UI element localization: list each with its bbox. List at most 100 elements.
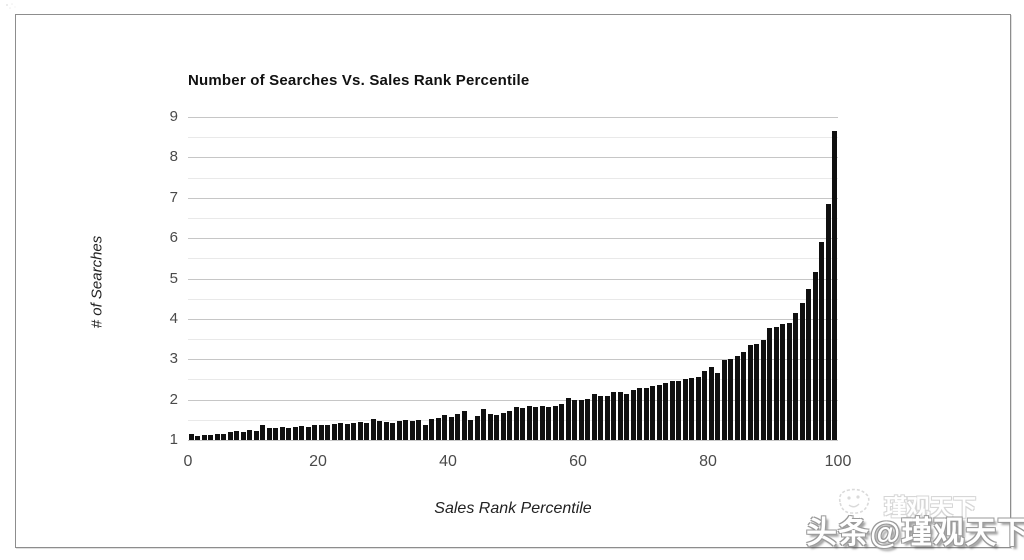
watermark-ghost-text: 瑾观天下 [884,494,976,520]
bar [390,422,396,440]
bar [689,378,695,440]
y-tick-label: 8 [169,148,178,166]
bar [565,397,571,440]
gridline-minor [188,177,838,179]
bar [260,425,266,440]
bar [351,422,357,440]
bar [559,403,565,440]
gridline-minor [188,137,838,139]
bar [734,356,740,440]
gridline-major [188,440,838,441]
bar [312,425,318,440]
y-tick-label: 9 [169,108,178,125]
bar [227,431,233,440]
x-tick-label: 80 [699,453,717,470]
chart-frame-border [15,14,1011,548]
bar [604,395,610,440]
bar [552,405,558,440]
bar [429,418,435,440]
bar [786,322,792,440]
bar [377,420,383,440]
bar [370,418,376,440]
bar [708,367,714,440]
bar [455,413,461,440]
bar [669,381,675,440]
watermark-text: 头条@瑾观天下 [806,515,1024,550]
gridline-major [188,318,838,320]
bar [273,427,279,440]
y-tick-label: 5 [169,269,178,287]
gridline-major [188,399,838,401]
bar [279,427,285,440]
bar [195,435,201,440]
bar [695,377,701,440]
bar [448,416,454,440]
bar [435,417,441,440]
bar [767,328,773,440]
bar [507,410,513,440]
gridline-major [188,117,838,118]
bar [728,359,734,440]
bar [253,430,259,440]
bar [442,414,448,440]
bar [234,431,240,440]
x-tick-label: 60 [569,453,587,470]
bar [487,413,493,440]
bar [682,379,688,440]
x-tick-label: 0 [183,453,193,470]
bar [585,398,591,440]
bar [539,405,545,440]
bar [318,424,324,440]
y-tick-label: 6 [169,229,178,247]
bar [299,425,305,440]
gridline-minor [188,339,838,341]
bar [526,405,532,440]
bar [396,420,402,440]
bar [754,344,760,440]
bar [188,433,194,440]
bar [650,385,656,440]
bar [461,410,467,440]
bar [208,434,214,440]
y-tick-label: 4 [169,309,178,327]
bar [338,423,344,440]
bar [578,400,584,440]
bar [422,425,428,440]
y-tick-label: 2 [169,390,178,408]
gridline-minor [188,379,838,381]
bar [624,393,630,440]
bar [715,372,721,440]
bar [494,414,500,440]
gridline-major [188,157,838,159]
bar [331,423,337,440]
plot-area [188,117,838,441]
bar [663,383,669,440]
bar [201,435,207,440]
bar [702,370,708,440]
bar [468,419,474,440]
bar [572,399,578,440]
gridline-major [188,238,838,240]
bar [247,429,253,440]
bar [747,344,753,440]
watermark-face-logo-icon [838,488,870,514]
bar [357,421,363,440]
y-axis-title: # of Searches [88,235,106,329]
bar [656,384,662,440]
x-tick-label: 40 [439,453,457,470]
bar [409,421,415,440]
bar [760,340,766,440]
bar [799,302,805,440]
bar [513,406,519,440]
bar [806,288,812,440]
bar [383,421,389,440]
bar [617,392,623,440]
bar [474,415,480,440]
bar [780,323,786,440]
bar [819,242,825,440]
x-tick-label: 20 [309,453,327,470]
bar [500,412,506,440]
bar [721,360,727,440]
gridline-minor [188,298,838,300]
